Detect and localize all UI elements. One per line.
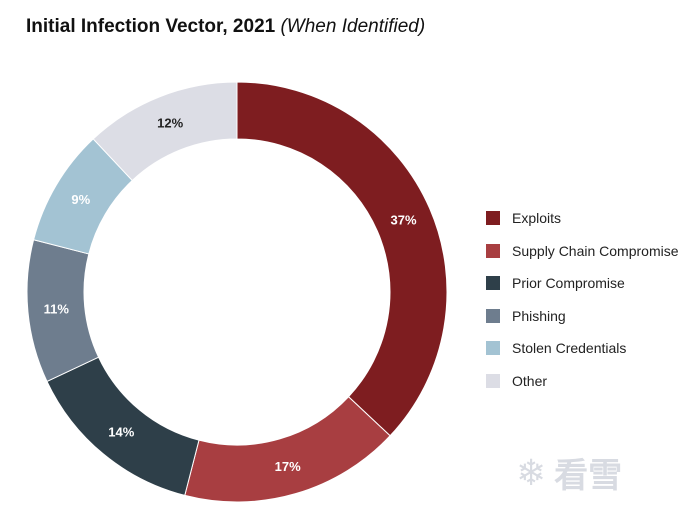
legend-swatch (486, 276, 500, 291)
legend-swatch (486, 211, 500, 226)
slice-label: 9% (71, 192, 90, 207)
legend-item: Exploits (486, 202, 679, 235)
slice-label: 37% (391, 212, 417, 227)
legend-label: Stolen Credentials (512, 340, 627, 357)
chart-title: Initial Infection Vector, 2021 (When Ide… (26, 16, 425, 38)
chart-legend: Exploits Supply Chain Compromise Prior Com… (486, 202, 679, 397)
legend-label: Other (512, 372, 548, 389)
legend-item: Supply Chain Compromise (486, 235, 679, 268)
legend-swatch (486, 243, 500, 258)
slice-label: 17% (275, 459, 301, 474)
chart-subtitle: (When Identified) (280, 16, 426, 37)
legend-item: Stolen Credentials (486, 332, 679, 365)
legend-label: Prior Compromise (512, 275, 625, 292)
watermark: ❄ 看雪 (516, 448, 622, 497)
legend-label: Phishing (512, 307, 566, 324)
chart-title-text: Initial Infection Vector, 2021 (26, 16, 276, 37)
legend-swatch (486, 341, 500, 356)
donut-slice-exploits (236, 81, 448, 437)
snowflake-icon: ❄ (516, 451, 547, 493)
legend-item: Prior Compromise (486, 267, 679, 300)
legend-label: Supply Chain Compromise (512, 242, 679, 259)
donut-slice-supply-chain-compromise (184, 396, 391, 503)
slice-label: 12% (157, 116, 183, 131)
slice-label: 14% (108, 424, 134, 439)
legend-swatch (486, 373, 500, 388)
donut-slice-other (92, 81, 238, 182)
legend-label: Exploits (512, 210, 562, 227)
legend-item: Phishing (486, 300, 679, 333)
watermark-text: 看雪 (554, 457, 623, 495)
legend-item: Other (486, 365, 679, 398)
slice-label: 11% (44, 302, 70, 317)
legend-swatch (486, 308, 500, 323)
